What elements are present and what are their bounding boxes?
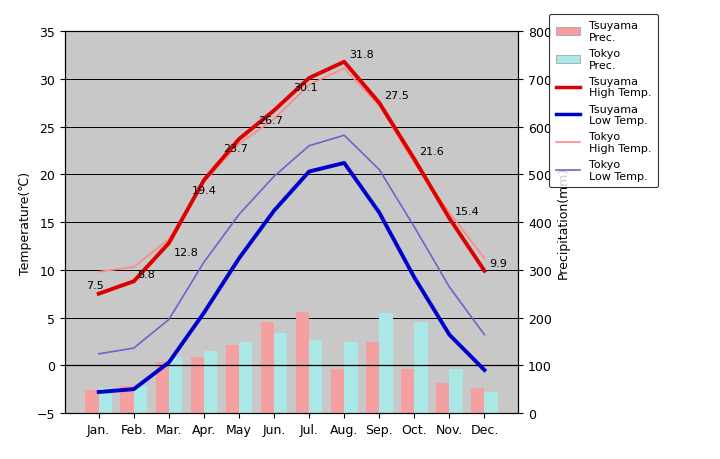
Text: 21.6: 21.6 [420,147,444,157]
Text: 7.5: 7.5 [86,280,104,291]
Text: 9.9: 9.9 [490,258,508,269]
Y-axis label: Precipitation(mm): Precipitation(mm) [557,167,570,279]
Text: 23.7: 23.7 [223,144,248,154]
Bar [344,342,358,413]
Bar [296,312,309,413]
Bar [99,388,112,413]
Bar [401,369,414,413]
Bar [309,341,323,413]
Bar [414,323,428,413]
Bar [191,357,204,413]
Y-axis label: Temperature(℃): Temperature(℃) [19,171,32,274]
Bar [204,351,217,413]
Bar [134,386,147,413]
Bar [485,392,498,413]
Bar [366,342,379,413]
Text: 27.5: 27.5 [384,91,410,101]
Bar [239,342,252,413]
Bar [156,362,169,413]
Bar [120,386,134,413]
Bar [449,369,463,413]
Text: 8.8: 8.8 [138,269,156,279]
Text: 30.1: 30.1 [293,83,318,93]
Bar [261,323,274,413]
Text: 31.8: 31.8 [349,50,374,60]
Text: 12.8: 12.8 [174,247,199,257]
Bar [379,313,392,413]
Bar [436,384,449,413]
Bar [274,333,287,413]
Bar [471,388,485,413]
Text: 15.4: 15.4 [454,206,480,216]
Text: 26.7: 26.7 [258,116,283,126]
Bar [86,390,99,413]
Bar [225,345,239,413]
Legend: Tsuyama
Prec., Tokyo
Prec., Tsuyama
High Temp., Tsuyama
Low Temp., Tokyo
High Te: Tsuyama Prec., Tokyo Prec., Tsuyama High… [549,15,658,188]
Bar [169,357,182,413]
Bar [331,369,344,413]
Text: 19.4: 19.4 [192,185,217,195]
